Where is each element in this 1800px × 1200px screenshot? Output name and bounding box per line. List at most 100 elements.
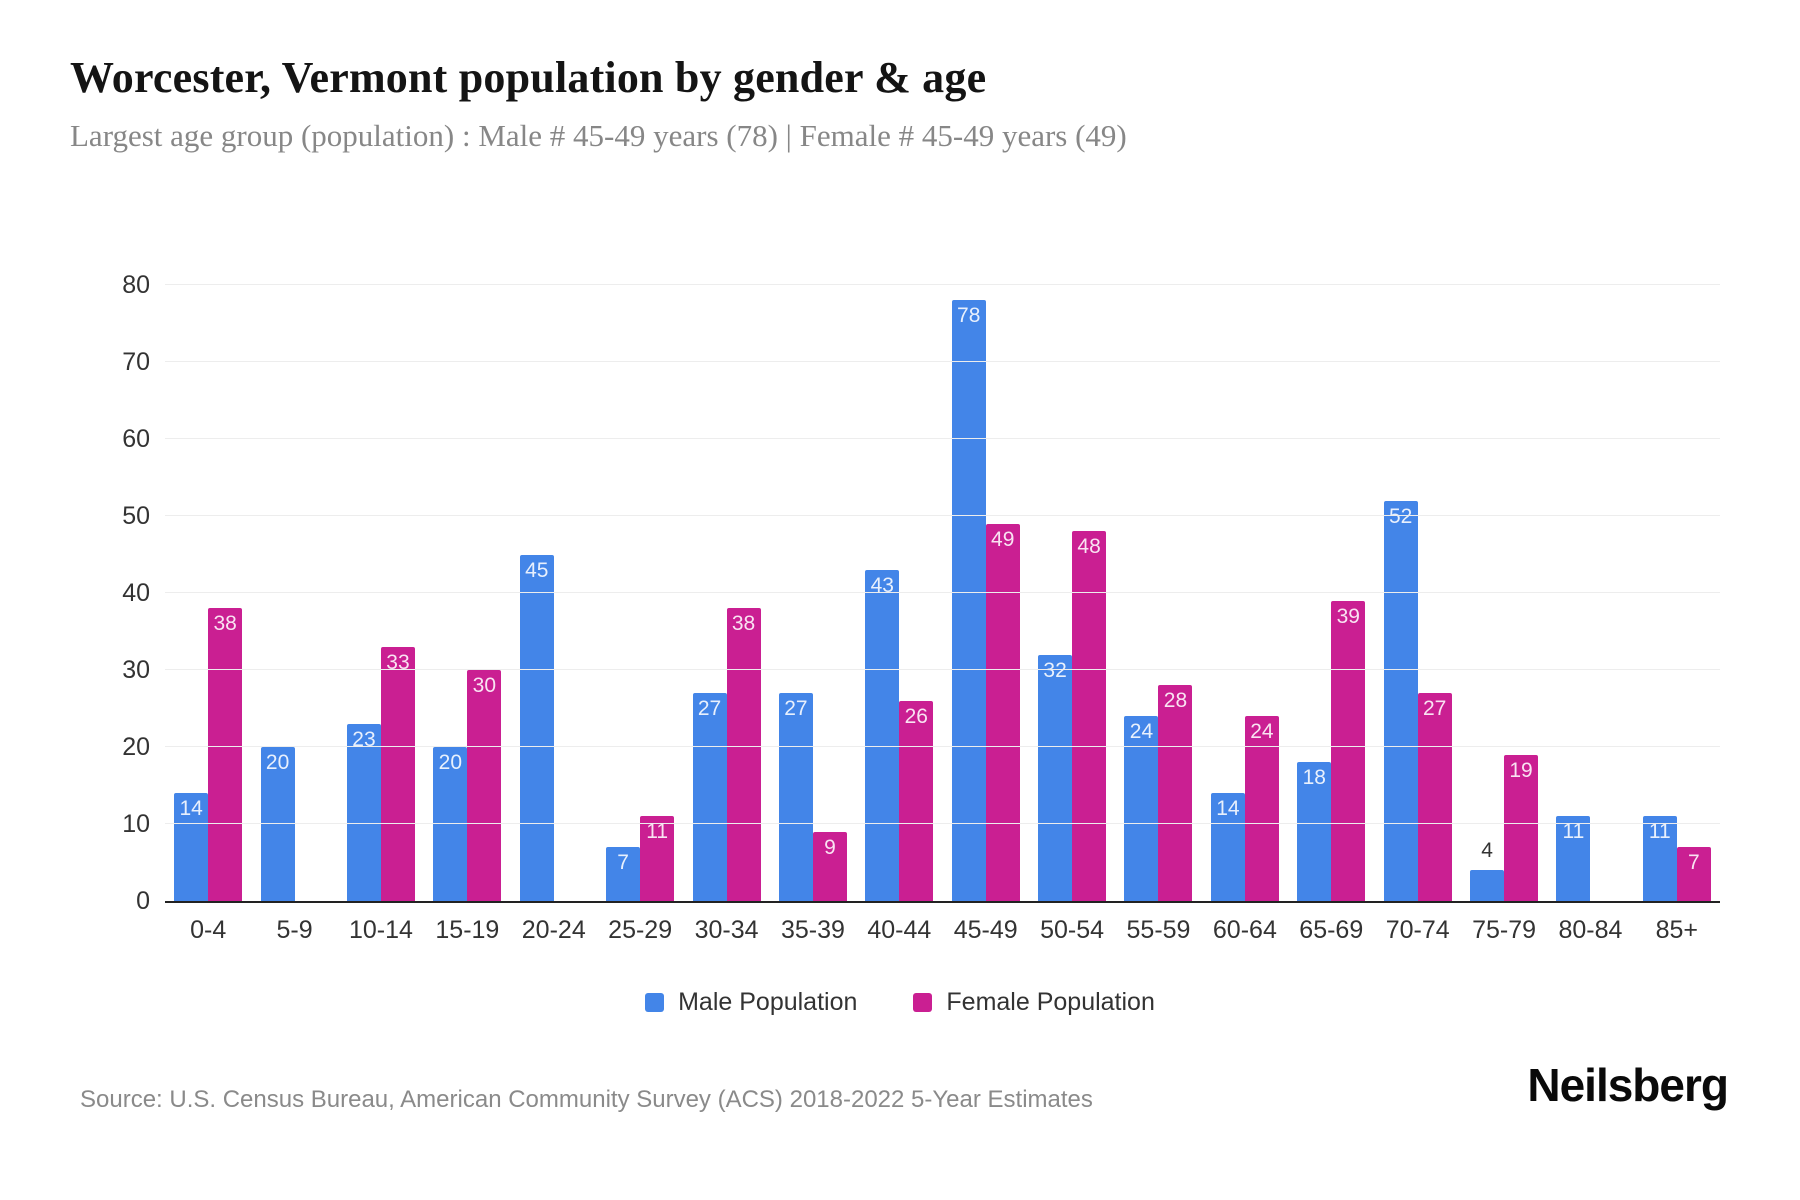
- bar-male-60-64[interactable]: 14: [1210, 793, 1245, 901]
- bar-value-label: 27: [697, 697, 722, 721]
- legend-label-male: Male Population: [678, 988, 858, 1016]
- bar-value-label: 38: [213, 612, 237, 636]
- y-tick-label-80: 80: [122, 271, 150, 299]
- bar-value-label: 30: [472, 674, 497, 697]
- bar-female-70-74[interactable]: 27: [1417, 693, 1452, 901]
- bar-male-65-69[interactable]: 18: [1297, 762, 1332, 901]
- bar-female-50-54[interactable]: 48: [1072, 531, 1107, 901]
- bar-group-15-19: 20 30: [424, 285, 510, 901]
- bar-group-45-49: 78 49: [943, 285, 1029, 901]
- legend-item-female[interactable]: Female Population: [913, 988, 1155, 1017]
- x-tick-label-30-34: 30-34: [694, 916, 759, 944]
- bar-group-55-59: 24 28: [1115, 285, 1201, 901]
- bar-value-label: 7: [617, 851, 629, 875]
- bar-female-40-44[interactable]: 26: [899, 700, 934, 901]
- bar-group-65-69: 18 39: [1288, 285, 1374, 901]
- bar-male-30-34[interactable]: 27: [692, 693, 727, 901]
- bar-group-85+: 11 7: [1634, 285, 1720, 901]
- bar-group-10-14: 23 33: [338, 285, 424, 901]
- x-tick-label-40-44: 40-44: [867, 916, 932, 944]
- bar-group-20-24: 45: [511, 285, 597, 901]
- bar-male-20-24[interactable]: 45: [519, 554, 554, 901]
- legend-item-male[interactable]: Male Population: [645, 988, 857, 1017]
- bar-female-55-59[interactable]: 28: [1158, 685, 1193, 901]
- bar-value-label: 28: [1163, 689, 1188, 713]
- gridline-60: [165, 438, 1720, 439]
- bar-female-85+[interactable]: 7: [1676, 847, 1711, 901]
- bar-value-label: 24: [1250, 720, 1274, 744]
- bar-value-label: 52: [1388, 504, 1413, 528]
- bar-male-15-19[interactable]: 20: [433, 747, 468, 901]
- bar-male-25-29[interactable]: 7: [606, 847, 641, 901]
- bar-value-label: 27: [1422, 697, 1447, 721]
- bar-value-label: 39: [1336, 604, 1360, 628]
- x-tick-label-45-49: 45-49: [953, 916, 1018, 944]
- bar-value-label: 33: [386, 650, 410, 674]
- brand-logo: Neilsberg: [1527, 1059, 1729, 1111]
- x-tick-label-70-74: 70-74: [1385, 916, 1450, 944]
- bar-female-65-69[interactable]: 39: [1331, 600, 1366, 901]
- x-tick-label-35-39: 35-39: [780, 916, 845, 944]
- gridline-20: [165, 746, 1720, 747]
- bar-group-75-79: 4 19: [1461, 285, 1547, 901]
- bar-female-30-34[interactable]: 38: [726, 608, 761, 901]
- x-tick-label-10-14: 10-14: [349, 916, 413, 944]
- bar-value-label: 32: [1043, 658, 1067, 682]
- bar-male-70-74[interactable]: 52: [1383, 500, 1418, 901]
- bar-value-label: 20: [438, 751, 463, 774]
- bar-group-0-4: 14 38: [165, 285, 251, 901]
- gridline-10: [165, 823, 1720, 824]
- bar-group-40-44: 43 26: [856, 285, 942, 901]
- bar-female-45-49[interactable]: 49: [985, 523, 1020, 901]
- bar-female-35-39[interactable]: 9: [812, 831, 847, 901]
- bar-value-label: 14: [179, 797, 203, 821]
- bar-groups: 14 38 20 23 33 20 30 45 7 11 27 38 27 9 43 26 78 49 32 48 24…: [165, 285, 1720, 901]
- x-axis-labels: 0-4 5-9 10-14 15-19 20-24 25-29 30-34 35-39 40-4…: [165, 916, 1720, 945]
- bar-female-10-14[interactable]: 33: [380, 646, 415, 901]
- source-text: Source: U.S. Census Bureau, American Com…: [80, 1086, 1093, 1113]
- bar-value-label: 23: [352, 727, 376, 751]
- bar-male-50-54[interactable]: 32: [1038, 654, 1073, 901]
- bar-value-label: 9: [824, 835, 836, 859]
- bar-group-5-9: 20: [251, 285, 337, 901]
- chart-subtitle: Largest age group (population) : Male # …: [70, 118, 1127, 153]
- legend-label-female: Female Population: [946, 988, 1155, 1016]
- bar-value-label: 14: [1216, 797, 1240, 821]
- bar-group-70-74: 52 27: [1374, 285, 1460, 901]
- bar-female-0-4[interactable]: 38: [208, 608, 243, 901]
- bar-male-55-59[interactable]: 24: [1124, 716, 1159, 901]
- bar-value-label: 20: [265, 751, 290, 774]
- bar-value-label: 78: [957, 304, 981, 328]
- bar-female-15-19[interactable]: 30: [467, 670, 502, 901]
- bar-female-25-29[interactable]: 11: [640, 816, 675, 901]
- x-tick-label-75-79: 75-79: [1472, 916, 1537, 944]
- x-tick-label-55-59: 55-59: [1126, 916, 1191, 944]
- bar-value-label: 38: [731, 612, 756, 636]
- y-tick-label-60: 60: [122, 425, 150, 453]
- bar-value-label: 45: [525, 558, 549, 582]
- bar-group-50-54: 32 48: [1029, 285, 1115, 901]
- x-tick-label-25-29: 25-29: [608, 916, 673, 944]
- bar-value-label: 26: [904, 704, 928, 728]
- bar-male-5-9[interactable]: 20: [260, 747, 295, 901]
- gridline-30: [165, 669, 1720, 670]
- bar-male-85+[interactable]: 11: [1642, 816, 1677, 901]
- bar-male-0-4[interactable]: 14: [174, 793, 209, 901]
- gridline-40: [165, 592, 1720, 593]
- bar-male-35-39[interactable]: 27: [778, 693, 813, 901]
- bar-value-label: 49: [991, 527, 1015, 551]
- bar-group-35-39: 27 9: [770, 285, 856, 901]
- bar-male-10-14[interactable]: 23: [346, 723, 381, 901]
- bar-value-label: 7: [1687, 851, 1700, 875]
- y-tick-label-40: 40: [122, 579, 150, 607]
- bar-male-80-84[interactable]: 11: [1556, 816, 1591, 901]
- x-tick-label-80-84: 80-84: [1558, 916, 1623, 944]
- bar-female-60-64[interactable]: 24: [1244, 716, 1279, 901]
- bar-group-30-34: 27 38: [683, 285, 769, 901]
- bar-group-25-29: 7 11: [597, 285, 683, 901]
- plot-area: 14 38 20 23 33 20 30 45 7 11 27 38 27 9 43 26 78 49 32 48 24…: [165, 284, 1720, 903]
- bar-male-45-49[interactable]: 78: [951, 300, 986, 901]
- bar-male-75-79[interactable]: 4: [1470, 839, 1505, 901]
- bar-male-40-44[interactable]: 43: [865, 569, 900, 901]
- bar-female-75-79[interactable]: 19: [1504, 754, 1539, 901]
